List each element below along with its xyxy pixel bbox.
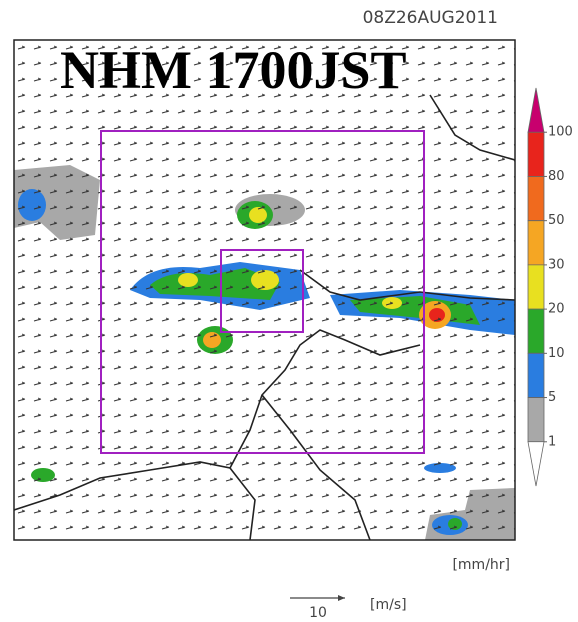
colorbar-label: 5 bbox=[548, 390, 556, 405]
colorbar-segment bbox=[528, 309, 544, 353]
colorbar-segment bbox=[528, 442, 544, 486]
colorbar: 100 80 50 30 20 10 5 1 bbox=[528, 88, 573, 486]
colorbar-label: 80 bbox=[548, 169, 565, 184]
figure: 08Z26AUG2011 bbox=[0, 0, 578, 622]
colorbar-segment bbox=[528, 353, 544, 397]
colorbar-label: 10 bbox=[548, 346, 565, 361]
wind-reference: 10 [m/s] bbox=[290, 595, 407, 621]
colorbar-segment bbox=[528, 265, 544, 309]
colorbar-label: 100 bbox=[548, 125, 573, 140]
map-title: NHM 1700JST bbox=[60, 40, 407, 100]
colorbar-segment bbox=[528, 221, 544, 265]
colorbar-label: 20 bbox=[548, 302, 565, 317]
map bbox=[14, 40, 515, 540]
timestamp: 08Z26AUG2011 bbox=[363, 8, 498, 28]
reference-unit: [m/s] bbox=[370, 597, 407, 613]
colorbar-segment bbox=[528, 88, 544, 132]
colorbar-label: 50 bbox=[548, 213, 565, 228]
colorbar-segment bbox=[528, 132, 544, 176]
colorbar-label: 30 bbox=[548, 257, 565, 272]
reference-speed: 10 bbox=[309, 605, 327, 621]
colorbar-label: 1 bbox=[548, 434, 556, 449]
wind-vectors bbox=[14, 40, 515, 540]
colorbar-segment bbox=[528, 398, 544, 442]
colorbar-unit: [mm/hr] bbox=[452, 557, 510, 573]
reference-arrowhead bbox=[338, 595, 345, 601]
colorbar-segment bbox=[528, 176, 544, 220]
